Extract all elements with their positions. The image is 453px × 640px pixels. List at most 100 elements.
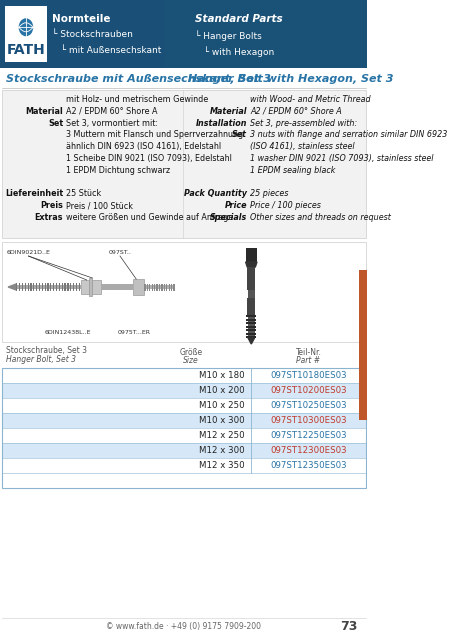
Bar [2,458,366,473]
Text: 097ST..: 097ST.. [109,250,131,255]
Bar [164,284,165,291]
Bar [154,284,155,291]
Bar [2,413,366,428]
Text: Hanger Bolt, Set 3: Hanger Bolt, Set 3 [6,355,77,364]
Bar [2,242,366,342]
Bar [133,279,145,295]
Bar [2,443,366,458]
Bar [246,322,256,324]
Text: M10 x 200: M10 x 200 [199,386,245,395]
Bar [76,283,77,291]
Text: 1 Scheibe DIN 9021 (ISO 7093), Edelstahl: 1 Scheibe DIN 9021 (ISO 7093), Edelstahl [67,154,232,163]
Bar [257,0,275,68]
Bar [22,283,23,291]
Text: 097ST10180ES03: 097ST10180ES03 [270,371,347,380]
Text: Material: Material [210,107,247,116]
Text: weitere Größen und Gewinde auf Anfrage: weitere Größen und Gewinde auf Anfrage [67,213,234,222]
Bar [331,0,349,68]
Text: 1 EPDM Dichtung schwarz: 1 EPDM Dichtung schwarz [67,166,171,175]
Bar [64,283,66,291]
Bar [161,284,163,291]
Bar [30,283,32,291]
Bar [73,0,92,68]
Bar [202,0,220,68]
Bar [16,283,17,291]
Bar [110,0,129,68]
Text: Stockschraube mit Außensechskant, Set 3: Stockschraube mit Außensechskant, Set 3 [6,74,271,84]
Text: 097ST10250ES03: 097ST10250ES03 [270,401,347,410]
Bar [246,329,256,331]
Text: 3 nuts with flange and serration similar DIN 6923: 3 nuts with flange and serration similar… [251,131,448,140]
Bar [81,280,89,294]
Bar [19,0,37,68]
Bar [0,0,19,68]
Bar [2,383,366,398]
Bar [349,0,367,68]
Bar [44,283,46,291]
Bar [19,283,20,291]
Bar [36,283,37,291]
Text: (ISO 4161), stainless steel: (ISO 4161), stainless steel [251,142,355,151]
Text: FATH: FATH [6,43,45,57]
Bar [59,283,60,291]
Text: A2 / EPDM 60° Shore A: A2 / EPDM 60° Shore A [251,107,342,116]
Text: Standard Parts: Standard Parts [194,14,282,24]
Bar [101,284,133,290]
Text: Größe: Größe [180,348,203,357]
Bar [246,333,256,335]
Bar [25,283,26,291]
Text: Price / 100 pieces: Price / 100 pieces [251,201,321,210]
Bar [275,0,294,68]
Bar [56,283,57,291]
Text: M12 x 350: M12 x 350 [199,461,245,470]
Text: 097ST12350ES03: 097ST12350ES03 [270,461,347,470]
Text: M10 x 250: M10 x 250 [199,401,245,410]
Bar [147,284,148,291]
Bar [2,398,366,413]
Bar [73,283,74,291]
Bar [247,267,255,290]
Bar [79,283,80,291]
Text: Specials: Specials [210,213,247,222]
Text: 25 Stück: 25 Stück [67,189,102,198]
Bar [2,428,366,443]
Text: Installation: Installation [196,118,247,127]
Text: └ with Hexagon: └ with Hexagon [194,46,274,57]
Bar [33,283,34,291]
Text: Set: Set [232,131,247,140]
Text: Liefereinheit: Liefereinheit [5,189,63,198]
Bar [92,280,101,294]
Bar [294,0,312,68]
Text: 097ST12250ES03: 097ST12250ES03 [270,431,347,440]
Text: M10 x 180: M10 x 180 [199,371,245,380]
Bar [173,284,175,291]
Text: └ Stockschrauben: └ Stockschrauben [52,30,133,39]
Text: Set 3, pre-assembled with:: Set 3, pre-assembled with: [251,118,358,127]
Bar [92,0,110,68]
Text: Extras: Extras [35,213,63,222]
Bar [42,283,43,291]
Bar [239,0,257,68]
Text: Part #: Part # [296,356,321,365]
Bar [171,284,172,291]
Text: Set: Set [48,118,63,127]
Text: 6DIN12438L..E: 6DIN12438L..E [44,330,91,335]
Text: Preis: Preis [40,201,63,210]
Bar [62,283,63,291]
Text: © www.fath.de · +49 (0) 9175 7909-200: © www.fath.de · +49 (0) 9175 7909-200 [106,621,261,630]
Bar [129,0,147,68]
Text: 73: 73 [340,620,357,632]
Bar [50,283,52,291]
Text: 3 Muttern mit Flansch und Sperrverzahnung: 3 Muttern mit Flansch und Sperrverzahnun… [67,131,244,140]
Bar [248,316,255,338]
Bar [246,319,256,321]
Text: mit Holz- und metrischem Gewinde: mit Holz- und metrischem Gewinde [67,95,209,104]
Bar [2,368,366,488]
Bar [166,284,168,291]
Bar [37,0,55,68]
Text: 097ST12300ES03: 097ST12300ES03 [270,446,347,455]
Bar [2,368,366,383]
Text: 0975T...ER: 0975T...ER [117,330,150,335]
Text: M12 x 300: M12 x 300 [199,446,245,455]
Text: 097ST10200ES03: 097ST10200ES03 [270,386,347,395]
